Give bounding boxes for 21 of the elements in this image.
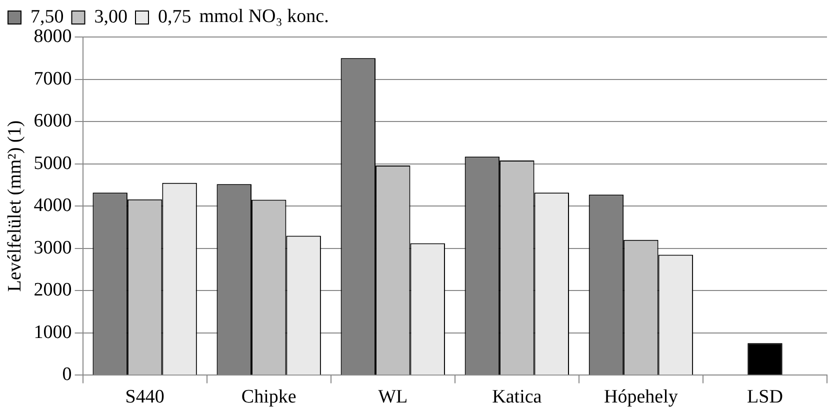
y-tick-label: 1000 <box>34 322 72 343</box>
y-tick-label: 3000 <box>34 237 72 258</box>
y-tick-label: 7000 <box>34 68 72 90</box>
x-tick-label: Chipke <box>241 386 296 408</box>
x-tick-label: Katica <box>492 386 542 408</box>
legend-label: 7,50 <box>30 6 64 28</box>
x-tick-label: LSD <box>747 386 783 408</box>
y-axis-title: Levélfelület (mm²) (1) <box>4 120 26 292</box>
x-tick-label: WL <box>378 386 408 408</box>
legend-label: 3,00 <box>94 6 128 28</box>
x-tick-label: S440 <box>125 386 164 408</box>
y-tick-label: 0 <box>62 364 72 386</box>
x-tick-label: Hópehely <box>604 386 678 408</box>
y-tick-label: 8000 <box>34 26 72 47</box>
y-tick-label: 4000 <box>34 195 72 216</box>
legend-label: 0,75 <box>158 6 192 28</box>
y-tick-label: 6000 <box>34 110 72 132</box>
y-tick-label: 2000 <box>34 280 72 301</box>
legend-title: mmol NO₃ konc. <box>199 6 329 28</box>
y-tick-label: 5000 <box>34 152 72 174</box>
bar <box>748 343 782 375</box>
